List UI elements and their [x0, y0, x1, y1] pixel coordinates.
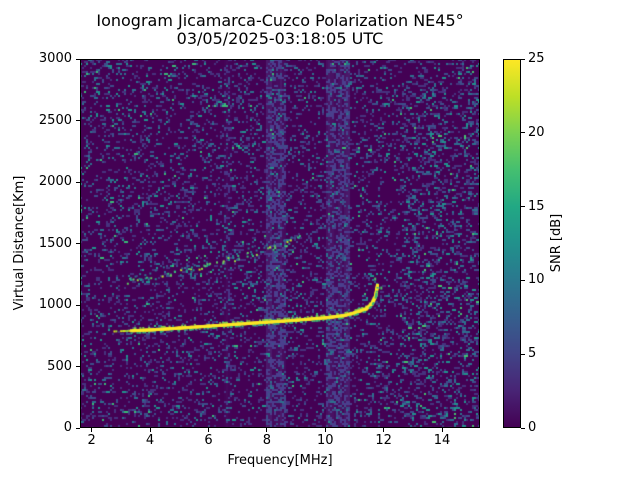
- y-tick-mark: [76, 304, 80, 306]
- colorbar-tick-label: 10: [528, 272, 545, 288]
- y-tick-label: 2500: [38, 112, 72, 128]
- y-tick-label: 1000: [38, 297, 72, 312]
- x-tick-label: 6: [204, 433, 213, 448]
- y-tick-label: 1500: [38, 235, 72, 251]
- plot-area: [80, 59, 480, 428]
- colorbar-tick-mark: [521, 206, 525, 208]
- colorbar-tick-mark: [521, 58, 525, 60]
- y-tick-mark: [76, 366, 80, 367]
- ionogram-heatmap: [80, 59, 480, 428]
- x-tick-label: 10: [316, 433, 334, 448]
- colorbar-tick-label: 5: [528, 346, 537, 362]
- x-tick-label: 12: [375, 433, 392, 448]
- colorbar-tick-label: 25: [528, 51, 545, 66]
- y-tick-label: 0: [63, 420, 72, 435]
- colorbar-tick-mark: [521, 279, 525, 281]
- y-tick-mark: [76, 427, 80, 429]
- colorbar-tick-mark: [521, 427, 525, 429]
- colorbar-tick-label: 15: [528, 198, 545, 214]
- y-tick-mark: [76, 243, 80, 244]
- y-tick-mark: [76, 120, 80, 121]
- chart-subtitle: 03/05/2025-03:18:05 UTC: [176, 29, 384, 48]
- x-tick-label: 14: [433, 433, 451, 448]
- x-tick-mark: [441, 428, 443, 432]
- x-axis-label: Frequency[MHz]: [227, 453, 333, 468]
- x-tick-mark: [324, 428, 326, 432]
- colorbar-tick-label: 20: [528, 124, 545, 140]
- y-tick-mark: [76, 181, 80, 183]
- x-tick-mark: [149, 428, 151, 432]
- y-tick-mark: [76, 58, 80, 60]
- x-tick-mark: [266, 428, 268, 432]
- x-tick-mark: [91, 428, 93, 432]
- y-tick-label: 500: [47, 358, 72, 374]
- x-tick-mark: [207, 428, 209, 432]
- y-axis-label: Virtual Distance[Km]: [12, 175, 27, 311]
- x-tick-label: 2: [87, 433, 96, 448]
- y-tick-label: 2000: [38, 174, 72, 189]
- colorbar-tick-mark: [521, 132, 525, 134]
- colorbar: [503, 59, 521, 428]
- title-block: Ionogram Jicamarca-Cuzco Polarization NE…: [80, 12, 480, 48]
- x-tick-label: 4: [145, 433, 155, 448]
- chart-title: Ionogram Jicamarca-Cuzco Polarization NE…: [96, 11, 464, 30]
- colorbar-tick-label: 0: [528, 420, 537, 435]
- colorbar-label: SNR [dB]: [549, 213, 564, 273]
- x-tick-mark: [383, 428, 385, 432]
- y-tick-label: 3000: [38, 51, 72, 66]
- x-tick-label: 8: [262, 433, 271, 448]
- colorbar-tick-mark: [521, 353, 525, 355]
